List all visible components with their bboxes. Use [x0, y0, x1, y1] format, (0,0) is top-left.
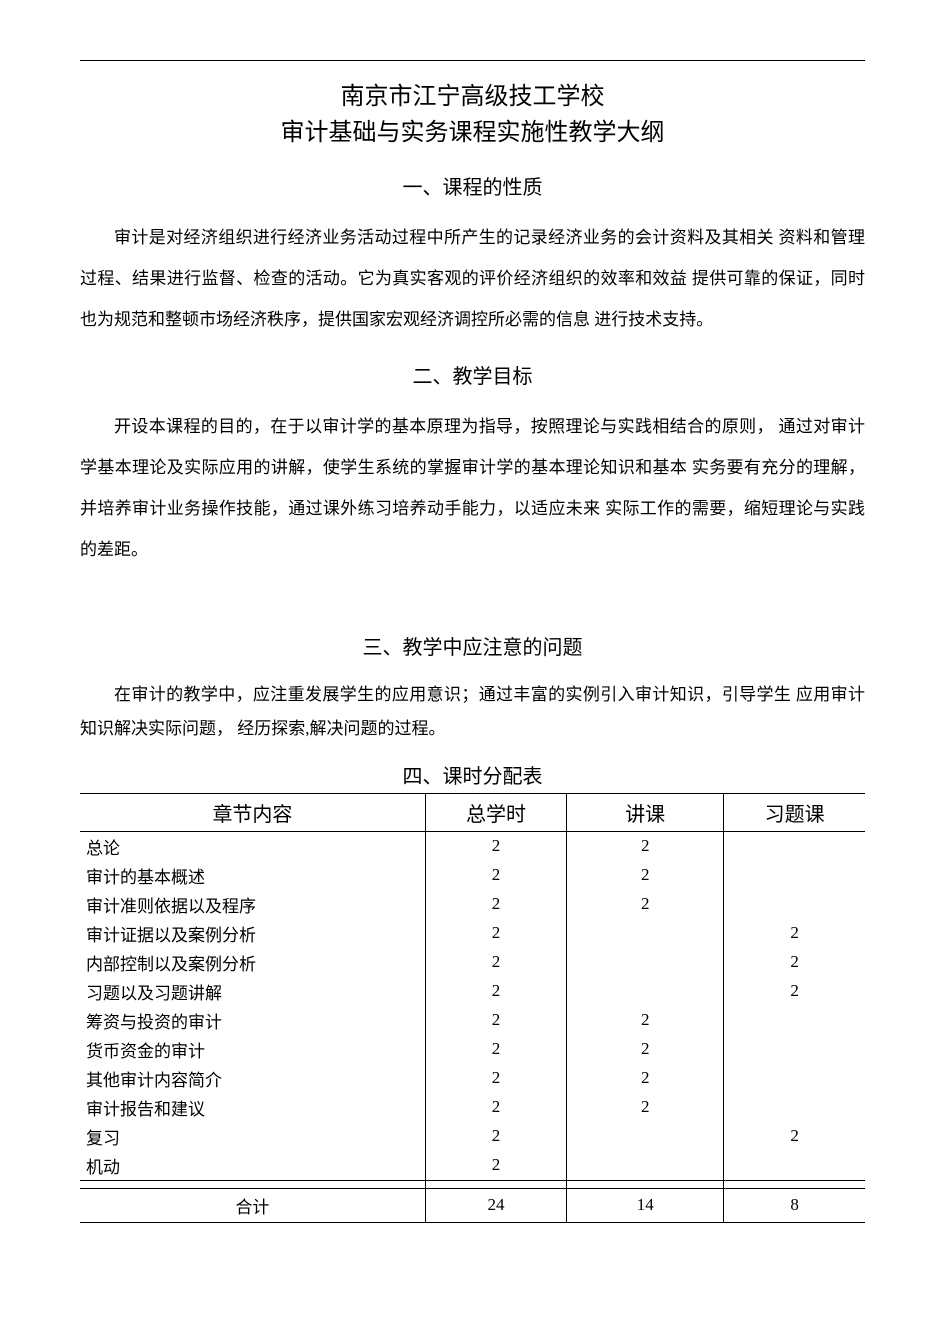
cell-chapter: 机动 [80, 1151, 425, 1181]
document-title-line-1: 南京市江宁高级技工学校 [80, 79, 865, 115]
cell-total: 2 [425, 1006, 566, 1035]
cell-exercise: 2 [724, 1122, 865, 1151]
cell-chapter: 审计的基本概述 [80, 861, 425, 890]
section-2-paragraph: 开设本课程的目的，在于以审计学的基本原理为指导，按照理论与实践相结合的原则， 通… [80, 407, 865, 570]
table-row: 筹资与投资的审计 2 2 [80, 1006, 865, 1035]
cell-chapter: 内部控制以及案例分析 [80, 948, 425, 977]
cell-chapter: 总论 [80, 831, 425, 861]
cell-chapter: 习题以及习题讲解 [80, 977, 425, 1006]
cell-lecture: 2 [567, 861, 724, 890]
cell-chapter: 筹资与投资的审计 [80, 1006, 425, 1035]
section-gap [80, 571, 865, 611]
cell-total: 2 [425, 861, 566, 890]
cell-chapter: 复习 [80, 1122, 425, 1151]
cell-exercise [724, 1093, 865, 1122]
cell-lecture [567, 1151, 724, 1181]
table-row: 审计的基本概述 2 2 [80, 861, 865, 890]
cell-lecture [567, 948, 724, 977]
table-row: 审计准则依据以及程序 2 2 [80, 890, 865, 919]
total-exercise: 8 [724, 1188, 865, 1222]
total-hours: 24 [425, 1188, 566, 1222]
cell-lecture: 2 [567, 890, 724, 919]
hours-allocation-table: 章节内容 总学时 讲课 习题课 总论 2 2 审计的基本概述 2 2 审计准则依… [80, 793, 865, 1223]
total-lecture: 14 [567, 1188, 724, 1222]
col-header-chapter: 章节内容 [80, 793, 425, 831]
cell-chapter: 审计准则依据以及程序 [80, 890, 425, 919]
cell-total: 2 [425, 919, 566, 948]
cell-lecture: 2 [567, 1006, 724, 1035]
table-total-row: 合计 24 14 8 [80, 1188, 865, 1222]
cell-exercise [724, 1006, 865, 1035]
col-header-exercise: 习题课 [724, 793, 865, 831]
cell-chapter: 货币资金的审计 [80, 1035, 425, 1064]
cell-exercise [724, 861, 865, 890]
table-body: 总论 2 2 审计的基本概述 2 2 审计准则依据以及程序 2 2 审计证据以及… [80, 831, 865, 1222]
cell-lecture [567, 1122, 724, 1151]
table-row: 机动 2 [80, 1151, 865, 1181]
total-label: 合计 [80, 1188, 425, 1222]
table-row: 习题以及习题讲解 2 2 [80, 977, 865, 1006]
table-row: 总论 2 2 [80, 831, 865, 861]
cell-exercise: 2 [724, 948, 865, 977]
cell-total: 2 [425, 1151, 566, 1181]
col-header-total: 总学时 [425, 793, 566, 831]
top-horizontal-rule [80, 60, 865, 61]
cell-chapter: 审计报告和建议 [80, 1093, 425, 1122]
document-title-line-2: 审计基础与实务课程实施性教学大纲 [80, 115, 865, 151]
cell-lecture [567, 919, 724, 948]
cell-exercise [724, 831, 865, 861]
section-3-paragraph: 在审计的教学中，应注重发展学生的应用意识；通过丰富的实例引入审计知识，引导学生 … [80, 678, 865, 746]
section-1-paragraph: 审计是对经济组织进行经济业务活动过程中所产生的记录经济业务的会计资料及其相关 资… [80, 218, 865, 340]
cell-chapter: 其他审计内容简介 [80, 1064, 425, 1093]
table-row: 审计报告和建议 2 2 [80, 1093, 865, 1122]
cell-exercise: 2 [724, 919, 865, 948]
section-2-heading: 二、教学目标 [80, 360, 865, 389]
cell-exercise [724, 890, 865, 919]
cell-chapter: 审计证据以及案例分析 [80, 919, 425, 948]
cell-total: 2 [425, 1093, 566, 1122]
cell-total: 2 [425, 948, 566, 977]
cell-total: 2 [425, 1035, 566, 1064]
cell-exercise [724, 1035, 865, 1064]
cell-total: 2 [425, 890, 566, 919]
cell-total: 2 [425, 1064, 566, 1093]
section-1-heading: 一、课程的性质 [80, 171, 865, 200]
table-row: 审计证据以及案例分析 2 2 [80, 919, 865, 948]
col-header-lecture: 讲课 [567, 793, 724, 831]
section-3-heading: 三、教学中应注意的问题 [80, 631, 865, 660]
cell-lecture: 2 [567, 831, 724, 861]
cell-exercise [724, 1064, 865, 1093]
cell-lecture: 2 [567, 1035, 724, 1064]
cell-total: 2 [425, 831, 566, 861]
cell-exercise [724, 1151, 865, 1181]
table-header-row: 章节内容 总学时 讲课 习题课 [80, 793, 865, 831]
section-4-heading: 四、课时分配表 [80, 760, 865, 789]
table-row: 复习 2 2 [80, 1122, 865, 1151]
table-row: 货币资金的审计 2 2 [80, 1035, 865, 1064]
cell-exercise: 2 [724, 977, 865, 1006]
table-row: 其他审计内容简介 2 2 [80, 1064, 865, 1093]
cell-total: 2 [425, 977, 566, 1006]
cell-lecture: 2 [567, 1093, 724, 1122]
table-spacer-row [80, 1180, 865, 1188]
cell-total: 2 [425, 1122, 566, 1151]
cell-lecture [567, 977, 724, 1006]
table-row: 内部控制以及案例分析 2 2 [80, 948, 865, 977]
cell-lecture: 2 [567, 1064, 724, 1093]
